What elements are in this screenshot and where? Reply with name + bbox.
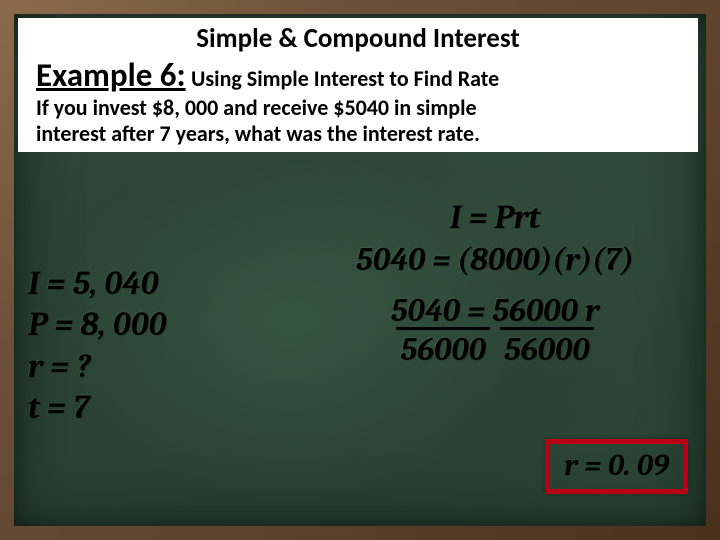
formula: I = Prt	[294, 199, 696, 237]
answer-box: r = 0. 09	[545, 439, 688, 494]
work-block: I = Prt 5040 = (8000)(r)(7) 5040 = 56000…	[294, 199, 696, 368]
denominator-right: 56000	[504, 329, 590, 368]
example-heading: Example 6: Using Simple Interest to Find…	[36, 57, 680, 93]
given-r: r = ?	[28, 347, 166, 388]
header-card: Simple & Compound Interest Example 6: Us…	[18, 18, 698, 152]
answer-text: r = 0. 09	[564, 448, 669, 483]
problem-line-2: interest after 7 years, what was the int…	[36, 121, 680, 146]
wood-frame: Simple & Compound Interest Example 6: Us…	[0, 0, 720, 540]
given-t: t = 7	[28, 388, 166, 429]
problem-line-1: If you invest $8, 000 and receive $5040 …	[36, 95, 680, 120]
division-row: 56000 56000	[294, 329, 696, 368]
given-P: P = 8, 000	[28, 305, 166, 346]
given-I: I = 5, 040	[28, 264, 166, 305]
givens-block: I = 5, 040 P = 8, 000 r = ? t = 7	[28, 264, 166, 429]
board-content: I = 5, 040 P = 8, 000 r = ? t = 7 I = Pr…	[14, 199, 706, 526]
slide-title: Simple & Compound Interest	[36, 22, 680, 55]
chalkboard: Simple & Compound Interest Example 6: Us…	[14, 14, 706, 526]
simplify: 5040 = 56000 r	[294, 292, 696, 329]
substitution: 5040 = (8000)(r)(7)	[294, 241, 696, 278]
denominator-left: 56000	[400, 329, 486, 368]
example-label: Example 6:	[36, 55, 186, 95]
problem-text: If you invest $8, 000 and receive $5040 …	[36, 95, 680, 146]
example-subtitle: Using Simple Interest to Find Rate	[191, 65, 499, 92]
